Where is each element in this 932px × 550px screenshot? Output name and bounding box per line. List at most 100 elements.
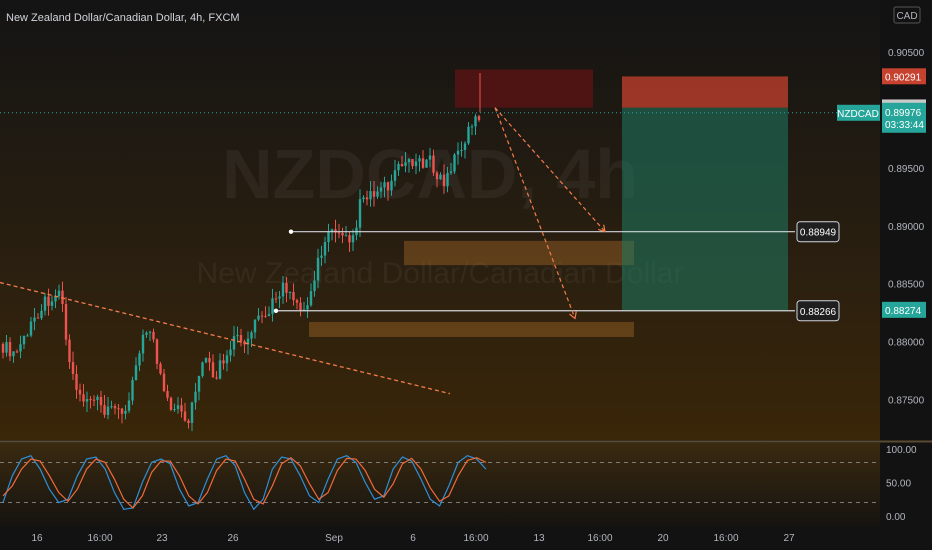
candle-body — [253, 319, 257, 333]
candle-body — [92, 399, 96, 401]
zones-layer — [309, 69, 634, 337]
candle-body — [341, 232, 344, 236]
stop-loss-zone — [622, 76, 788, 108]
candle-body — [425, 159, 428, 168]
time-axis-tick: 16:00 — [713, 533, 738, 544]
candle-body — [155, 339, 159, 364]
candle-body — [442, 174, 446, 187]
candle-body — [383, 182, 386, 188]
candle-body — [379, 187, 383, 192]
current-price-tag-box — [882, 102, 926, 133]
candle-body — [40, 310, 43, 319]
short-position[interactable] — [622, 76, 788, 311]
candle-body — [369, 191, 372, 200]
candle-body — [148, 331, 152, 333]
candle-body — [82, 394, 85, 402]
symbol-tag-box — [837, 104, 880, 121]
candle-body — [285, 282, 288, 293]
take-profit-zone — [622, 107, 788, 311]
oscillator-axis-tick: 100.00 — [886, 445, 917, 456]
drawings-layer[interactable]: 0.88949 0.88266 — [0, 107, 880, 395]
candle-body — [180, 405, 183, 412]
candle-body — [407, 159, 411, 163]
projection-arrowhead — [569, 311, 577, 320]
candle-body — [71, 362, 75, 374]
candle-body — [246, 338, 250, 345]
candle-body — [351, 235, 355, 243]
candle-body — [33, 317, 36, 322]
candle-body — [456, 150, 460, 155]
level-label: 0.88949 — [800, 228, 837, 239]
candle-body — [477, 116, 481, 120]
oscillator-pane-background — [0, 443, 880, 527]
price-tag: 0.88274 — [885, 306, 922, 317]
candle-body — [400, 163, 404, 167]
time-axis-tick: 26 — [227, 533, 239, 544]
time-axis-tick: 20 — [657, 533, 669, 544]
candle-body — [428, 155, 432, 160]
candle-body — [292, 292, 295, 301]
time-axis-tick: 16 — [31, 533, 43, 544]
candle-body — [306, 305, 309, 310]
candle-body — [54, 296, 57, 302]
time-axis-tick: 27 — [783, 533, 795, 544]
candle-body — [22, 335, 26, 345]
candle-body — [446, 172, 449, 187]
candle-body — [334, 229, 337, 233]
time-axis-tick: 16:00 — [87, 533, 112, 544]
price-tag: 0.90291 — [885, 72, 922, 83]
candle-body — [260, 315, 264, 317]
candle-body — [162, 373, 166, 391]
currency-badge-box[interactable] — [893, 6, 921, 24]
candle-body — [218, 360, 222, 379]
candle-body — [365, 197, 369, 200]
candle-body — [330, 229, 334, 232]
candle-body — [386, 182, 390, 191]
candle-body — [113, 406, 117, 409]
candle-body — [110, 406, 113, 408]
candle-body — [250, 332, 253, 339]
candle-body — [89, 399, 92, 401]
time-axis-tick: Sep — [325, 533, 343, 544]
price-axis-tick: 0.89500 — [888, 164, 925, 175]
candle-body — [138, 353, 141, 366]
candle-body — [404, 162, 407, 167]
candle-body — [267, 313, 271, 316]
candle-body — [236, 335, 239, 337]
watermark-symbol: NZDCAD, 4h — [222, 135, 638, 213]
time-axis-tick: 16:00 — [587, 533, 612, 544]
candle-body — [239, 335, 243, 342]
candle-body — [183, 411, 187, 421]
candle-body — [225, 355, 229, 364]
candle-body — [439, 174, 442, 180]
candle-body — [106, 406, 110, 415]
candle-body — [120, 408, 124, 414]
candle-body — [75, 373, 78, 390]
candle-body — [187, 420, 190, 424]
chart-title: New Zealand Dollar/Canadian Dollar, 4h, … — [6, 12, 240, 24]
candle-body — [19, 344, 22, 352]
candle-body — [159, 363, 162, 374]
price-axis-tick: 0.88000 — [888, 338, 925, 349]
candle-body — [274, 298, 278, 300]
candle-body — [435, 172, 439, 180]
stochastic-layer — [0, 454, 880, 511]
candle-body — [232, 336, 236, 350]
price-tag-box — [882, 301, 926, 318]
candle-body — [8, 342, 12, 357]
currency-badge[interactable]: CAD — [896, 11, 917, 22]
candle-body — [68, 339, 71, 363]
price-axis-tick: 0.89000 — [888, 222, 925, 233]
demand-zone — [404, 240, 634, 266]
candle-body — [197, 375, 201, 392]
time-axis-tick: 13 — [533, 533, 545, 544]
candle-body — [29, 321, 33, 336]
price-tags-layer: 0.902910.900220.882740.8997603:33:44NZDC… — [837, 68, 926, 318]
supply-zone — [455, 69, 593, 108]
time-axis-tick: 6 — [410, 533, 416, 544]
candle-body — [344, 235, 348, 237]
candle-body — [414, 161, 418, 167]
candle-body — [166, 390, 169, 398]
candle-body — [299, 302, 302, 311]
